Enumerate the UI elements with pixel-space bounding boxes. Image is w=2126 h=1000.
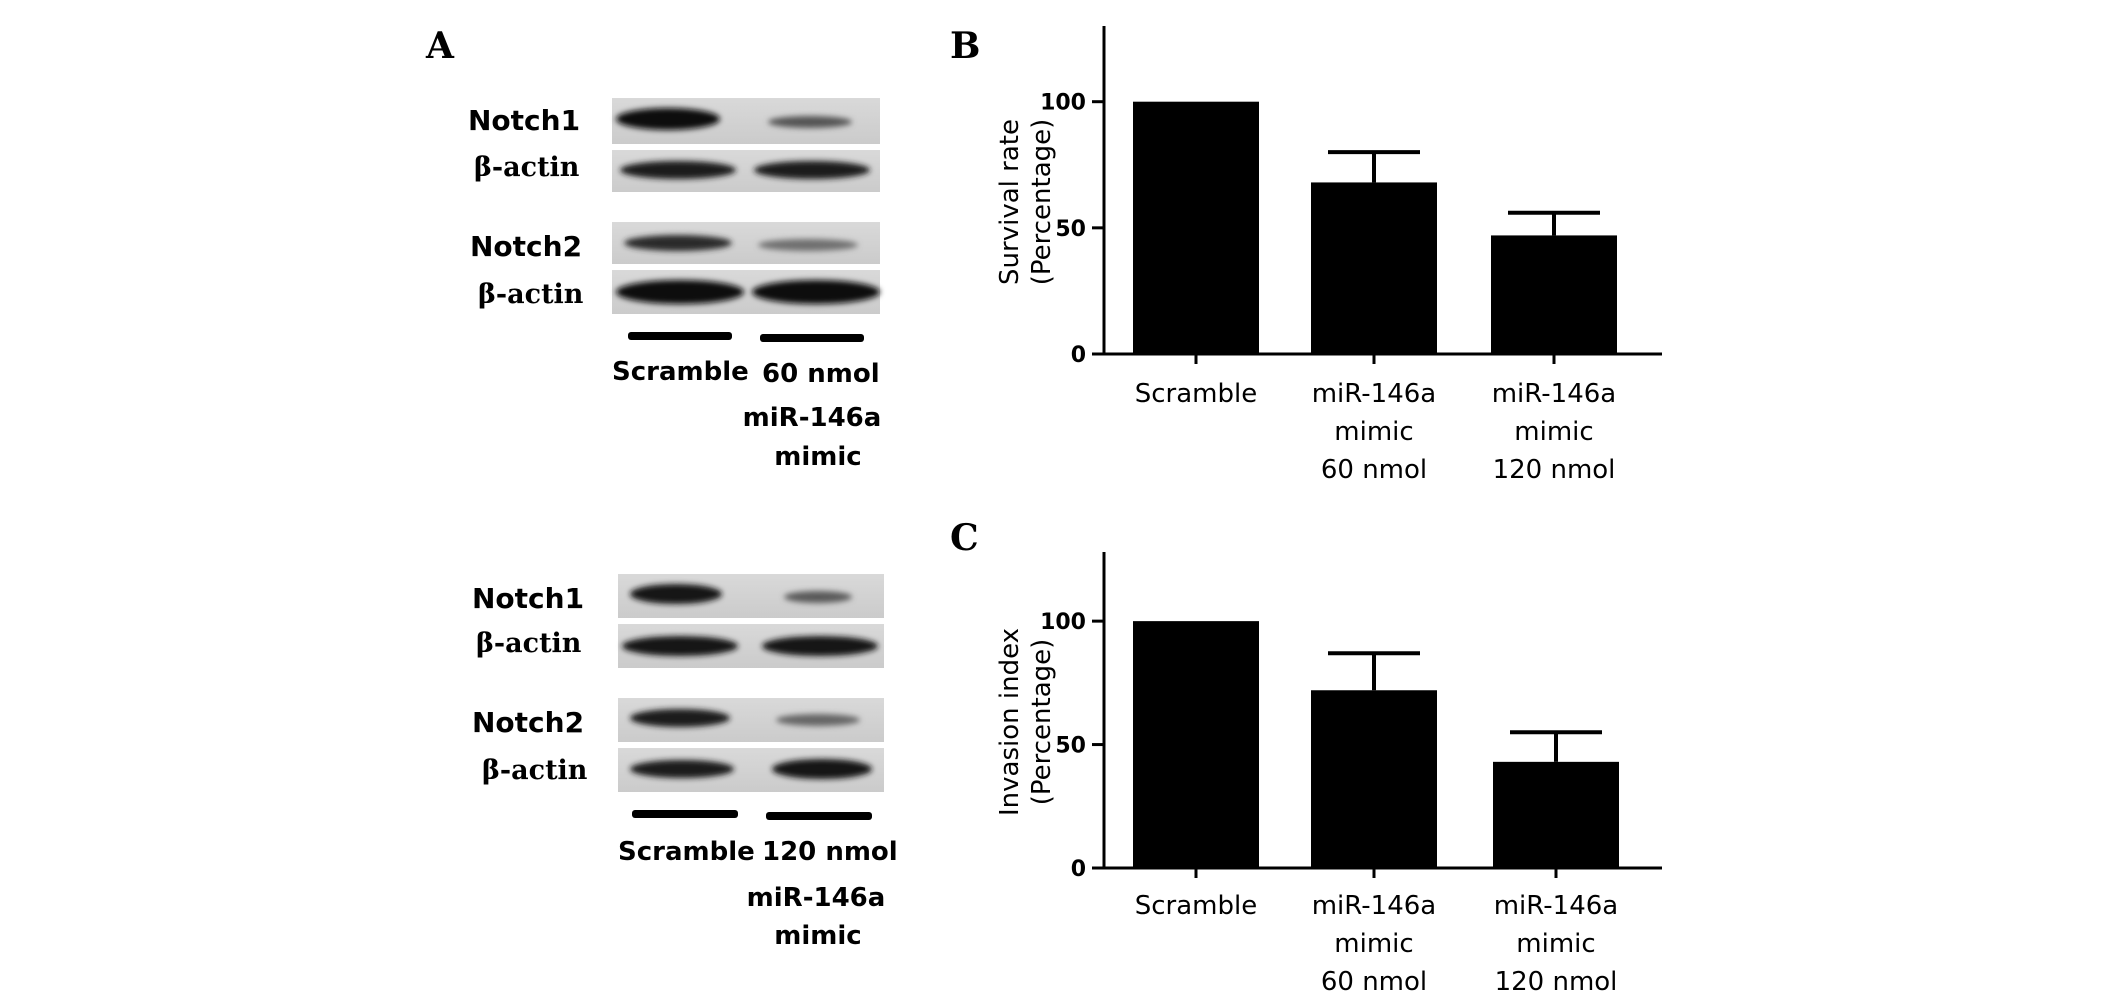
y-tick-label: 100 — [1040, 610, 1086, 635]
protein-band — [620, 161, 736, 179]
treatment-label-line: miR-146a — [747, 883, 886, 913]
blot-row-label: Notch2 — [472, 706, 584, 739]
y-tick-label: 50 — [1055, 217, 1086, 242]
bar — [1133, 101, 1259, 354]
y-tick-label: 0 — [1071, 343, 1086, 368]
protein-band — [630, 760, 734, 778]
treatment-label-line: mimic — [774, 442, 861, 472]
panel-letter-c: C — [950, 517, 979, 559]
lane-bar — [760, 334, 864, 342]
invasion-index-chart: 0 50 100 Scramble miR-146a mimic 60 nmol miR-14… — [995, 552, 1662, 997]
x-category-label: Scramble — [1135, 379, 1257, 409]
protein-band — [624, 235, 732, 251]
blot-row-label: β-actin — [482, 755, 588, 786]
x-category-label: miR-146a — [1312, 891, 1437, 921]
protein-band — [772, 759, 872, 779]
bar — [1133, 621, 1259, 868]
x-category-label: mimic — [1516, 929, 1595, 959]
x-category-label: 60 nmol — [1321, 455, 1427, 485]
upper-western-blot: Notch1 β-actin Notch2 β-actin Scramble 6… — [468, 98, 881, 472]
x-category-label: 60 nmol — [1321, 967, 1427, 997]
y-tick-label: 0 — [1071, 857, 1086, 882]
blot-row-label: Notch1 — [468, 104, 580, 137]
x-category-label: mimic — [1514, 417, 1593, 447]
protein-band — [630, 709, 730, 727]
x-category-label: 120 nmol — [1495, 967, 1618, 997]
lane-label-dose: 120 nmol — [762, 837, 898, 867]
treatment-label-line: mimic — [774, 921, 861, 951]
y-axis-title: (Percentage) — [1027, 639, 1057, 806]
x-category-label: mimic — [1334, 417, 1413, 447]
x-category-label: miR-146a — [1312, 379, 1437, 409]
bar — [1311, 690, 1437, 868]
protein-band — [622, 636, 738, 656]
protein-band — [616, 280, 744, 304]
x-category-label: miR-146a — [1494, 891, 1619, 921]
blot-row-label: Notch1 — [472, 582, 584, 615]
protein-band — [776, 714, 860, 726]
lane-label-scramble: Scramble — [612, 357, 749, 387]
protein-band — [616, 108, 720, 130]
blot-row-label: β-actin — [478, 279, 584, 310]
y-tick-label: 50 — [1055, 734, 1086, 759]
x-category-label: Scramble — [1135, 891, 1257, 921]
bar — [1493, 761, 1619, 868]
blot-row-label: β-actin — [474, 152, 580, 183]
x-category-label: miR-146a — [1492, 379, 1617, 409]
panel-letter-b: B — [950, 25, 980, 67]
protein-band — [784, 591, 852, 603]
lane-bar — [628, 332, 732, 340]
lane-label-dose: 60 nmol — [762, 359, 880, 389]
survival-rate-chart: 0 50 100 Scramble miR-146a mimic 60 nmol miR-14… — [995, 26, 1662, 485]
bar — [1491, 235, 1617, 354]
y-axis-title: Survival rate — [995, 119, 1025, 285]
protein-band — [630, 584, 722, 604]
panel-letter-a: A — [425, 25, 455, 67]
blot-row-label: β-actin — [476, 628, 582, 659]
lane-bar — [632, 810, 738, 818]
protein-band — [758, 239, 858, 251]
y-axis-title: (Percentage) — [1027, 119, 1057, 286]
lane-label-scramble: Scramble — [618, 837, 755, 867]
protein-band — [768, 116, 852, 128]
protein-band — [754, 161, 870, 179]
lower-western-blot: Notch1 β-actin Notch2 β-actin Scramble 1… — [472, 574, 898, 951]
bar — [1311, 182, 1437, 354]
x-category-label: mimic — [1334, 929, 1413, 959]
protein-band — [752, 280, 880, 304]
x-category-label: 120 nmol — [1493, 455, 1616, 485]
blot-row-label: Notch2 — [470, 230, 582, 263]
lane-bar — [766, 812, 872, 820]
y-axis-title: Invasion index — [995, 628, 1025, 816]
protein-band — [762, 636, 878, 656]
y-tick-label: 100 — [1040, 91, 1086, 116]
treatment-label-line: miR-146a — [743, 403, 882, 433]
